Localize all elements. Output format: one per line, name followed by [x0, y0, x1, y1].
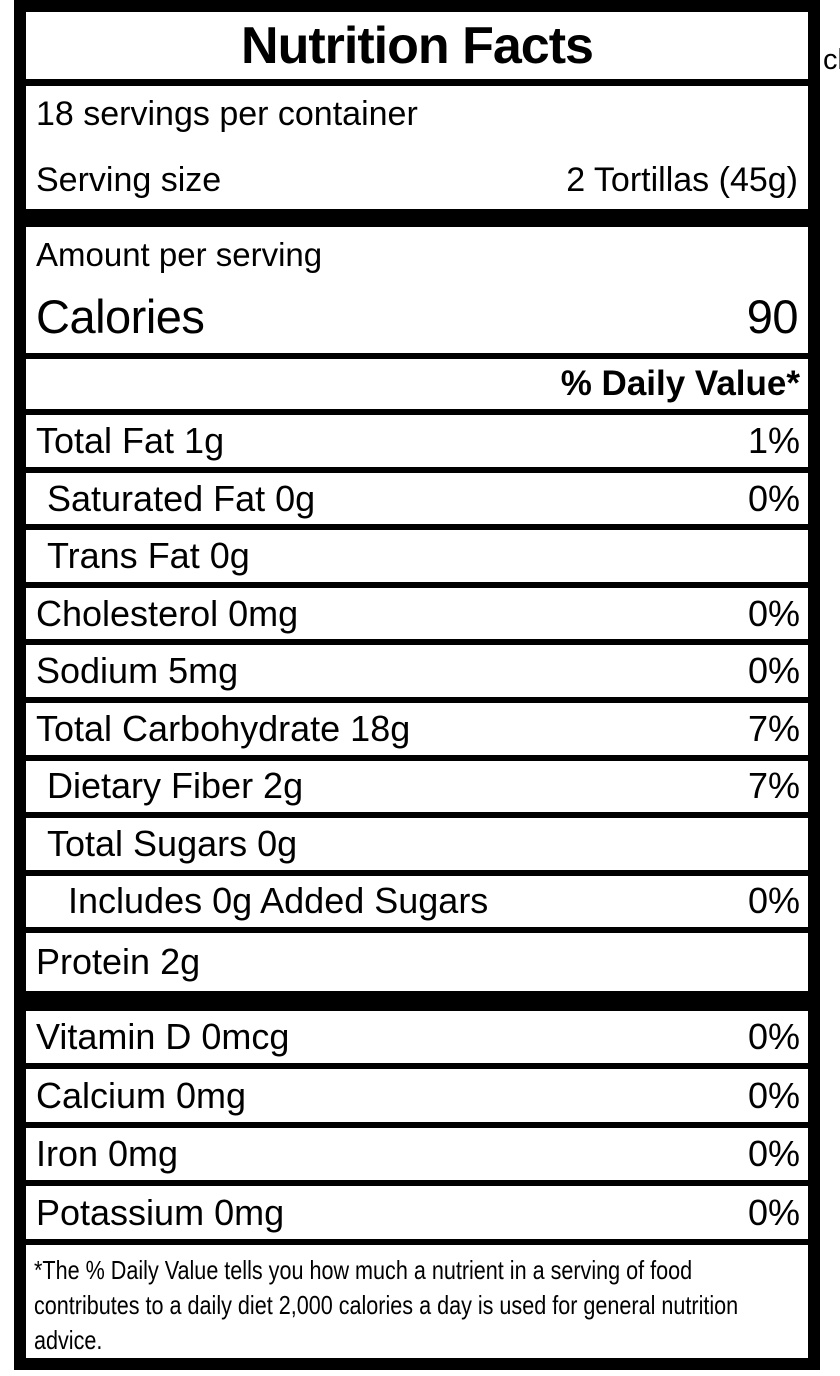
nutrient-name: Total Sugars 0g	[47, 822, 298, 864]
vitamin-name: Calcium 0mg	[36, 1074, 247, 1116]
vitamin-dv: 0%	[747, 1191, 800, 1233]
vitamin-row-vitamin-d: Vitamin D 0mcg 0%	[26, 1011, 808, 1070]
clipped-edge-text: cl	[823, 44, 840, 76]
vitamin-dv: 0%	[747, 1016, 800, 1058]
calories-row: Calories 90	[36, 289, 799, 344]
vitamin-name: Potassium 0mg	[36, 1191, 285, 1233]
nutrient-name: Saturated Fat 0g	[47, 477, 316, 519]
serving-size-row: Serving size 2 Tortillas (45g)	[36, 161, 798, 200]
vitamin-dv: 0%	[747, 1133, 800, 1175]
label-title: Nutrition Facts	[241, 16, 594, 75]
vitamin-dv: 0%	[747, 1074, 800, 1116]
nutrient-dv: 0%	[747, 592, 800, 634]
calories-label: Calories	[36, 289, 205, 343]
amount-per-serving-label: Amount per serving	[36, 235, 323, 273]
nutrient-row-total-sugars: Total Sugars 0g	[26, 818, 808, 876]
nutrient-row-cholesterol: Cholesterol 0mg 0%	[26, 588, 808, 646]
vitamin-row-calcium: Calcium 0mg 0%	[26, 1069, 808, 1128]
nutrient-row-added-sugars: Includes 0g Added Sugars 0%	[26, 876, 808, 934]
nutrient-row-sodium: Sodium 5mg 0%	[26, 645, 808, 704]
nutrient-row-trans-fat: Trans Fat 0g	[26, 530, 808, 588]
nutrient-name: Total Carbohydrate 18g	[36, 707, 411, 749]
serving-size-label: Serving size	[36, 160, 222, 199]
nutrient-dv: 7%	[747, 707, 800, 749]
serving-size-value: 2 Tortillas (45g)	[566, 160, 798, 199]
calories-section: Amount per serving Calories 90	[26, 227, 808, 359]
nutrient-dv: 0%	[747, 880, 800, 922]
footnote-line: *The % Daily Value tells you how much a …	[34, 1254, 693, 1285]
calories-value: 90	[746, 289, 799, 343]
nutrition-facts-label: Nutrition Facts 18 servings per containe…	[14, 0, 820, 1370]
servings-per-container: 18 servings per container	[36, 95, 418, 134]
nutrient-row-protein: Protein 2g	[26, 933, 808, 991]
nutrient-name: Sodium 5mg	[36, 650, 239, 692]
daily-value-footnote: *The % Daily Value tells you how much a …	[26, 1245, 808, 1358]
nutrient-dv: 7%	[747, 765, 800, 807]
footnote-line: contributes to a daily diet 2,000 calori…	[34, 1289, 739, 1320]
nutrient-name: Cholesterol 0mg	[36, 592, 299, 634]
nutrient-name: Includes 0g Added Sugars	[68, 880, 489, 922]
nutrient-row-saturated-fat: Saturated Fat 0g 0%	[26, 473, 808, 531]
nutrient-row-total-carbohydrate: Total Carbohydrate 18g 7%	[26, 703, 808, 761]
label-title-box: Nutrition Facts	[26, 12, 808, 87]
vitamin-name: Iron 0mg	[36, 1133, 179, 1175]
nutrient-name: Total Fat 1g	[36, 419, 225, 461]
nutrient-dv: 0%	[747, 477, 800, 519]
daily-value-header: % Daily Value*	[26, 359, 808, 416]
vitamin-row-potassium: Potassium 0mg 0%	[26, 1186, 808, 1245]
nutrient-name: Protein 2g	[36, 941, 201, 983]
nutrient-row-total-fat: Total Fat 1g 1%	[26, 415, 808, 473]
nutrient-row-dietary-fiber: Dietary Fiber 2g 7%	[26, 761, 808, 819]
serving-info-section: 18 servings per container Serving size 2…	[26, 86, 808, 227]
vitamin-name: Vitamin D 0mcg	[36, 1016, 290, 1058]
nutrient-dv: 0%	[747, 650, 800, 692]
nutrient-dv: 1%	[747, 419, 800, 461]
nutrient-name: Dietary Fiber 2g	[47, 765, 304, 807]
section-divider-bar	[26, 990, 808, 1011]
footnote-line: advice.	[34, 1324, 103, 1355]
vitamin-row-iron: Iron 0mg 0%	[26, 1128, 808, 1187]
nutrient-name: Trans Fat 0g	[47, 535, 250, 577]
